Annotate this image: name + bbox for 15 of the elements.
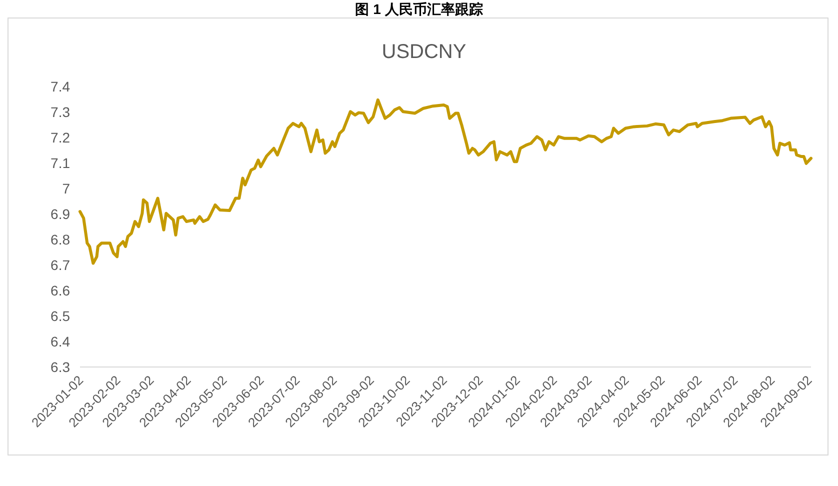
y-tick-label: 7.4 <box>50 78 70 95</box>
y-tick-label: 7.3 <box>50 104 70 120</box>
y-tick-label: 6.9 <box>50 206 70 222</box>
line-series <box>78 98 812 265</box>
y-tick-label: 7.2 <box>50 130 70 146</box>
chart-subtitle: USDCNY <box>382 41 466 63</box>
y-tick-label: 6.7 <box>50 257 70 274</box>
y-tick-label: 6.6 <box>50 282 70 299</box>
y-tick-label: 6.4 <box>50 334 70 350</box>
y-tick-label: 6.8 <box>50 232 70 248</box>
chart-title: 图 1 人民币汇率跟踪 <box>355 1 483 17</box>
y-tick-label: 7 <box>62 180 70 197</box>
y-tick-label: 7.1 <box>50 155 70 172</box>
y-tick-label: 6.5 <box>50 308 70 324</box>
y-tick-label: 6.3 <box>50 359 70 375</box>
